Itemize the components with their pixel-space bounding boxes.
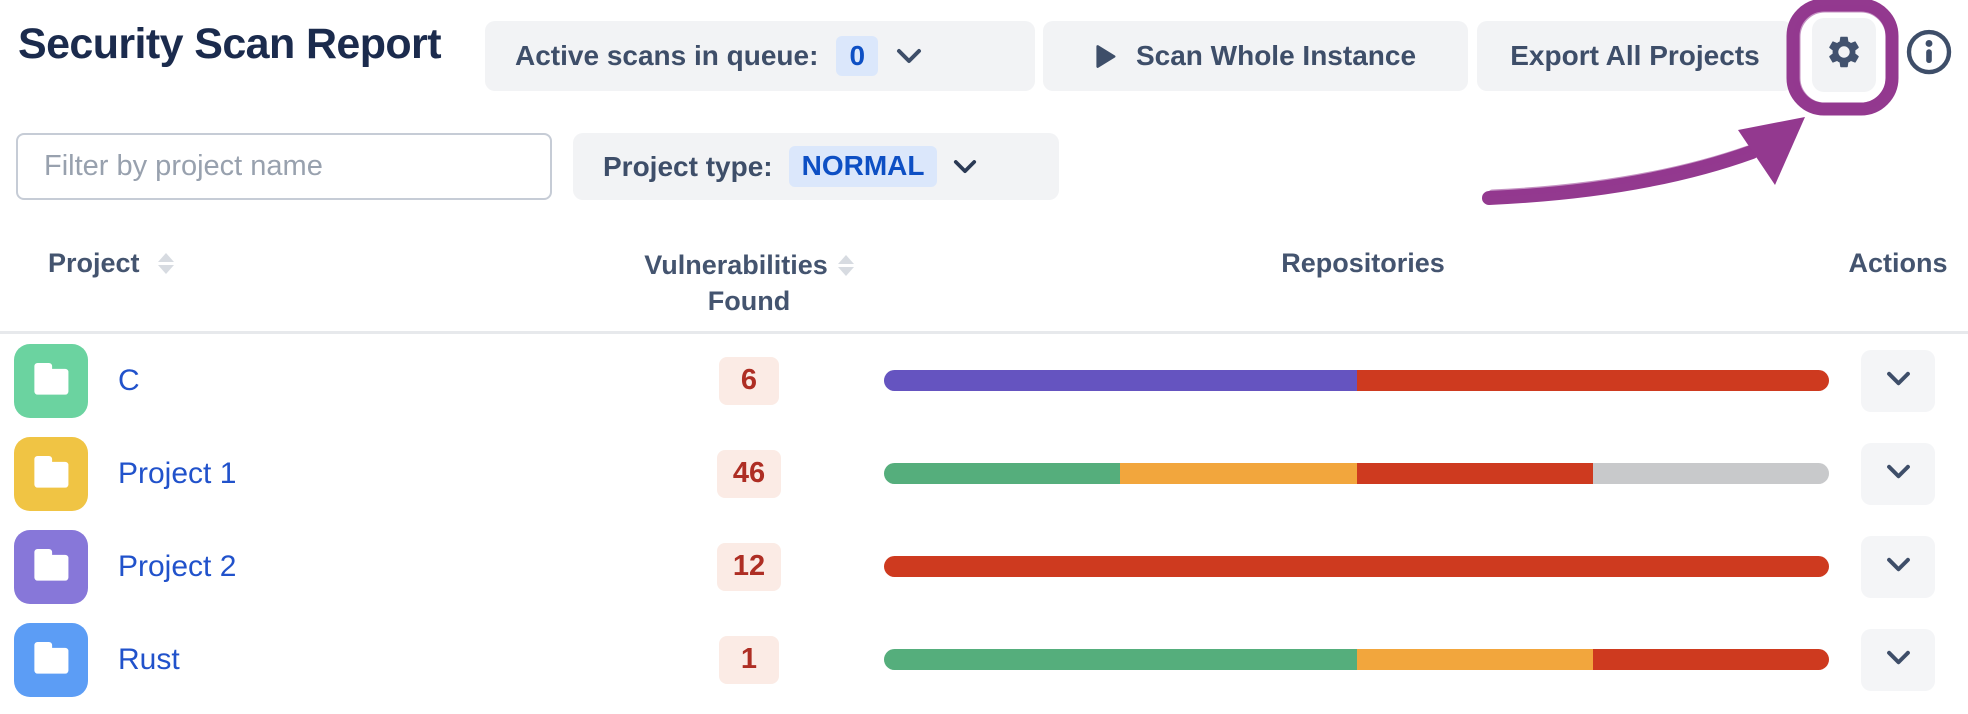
row-actions-dropdown-button[interactable] [1861, 628, 1935, 691]
queue-count-badge: 0 [836, 35, 879, 77]
repository-status-segment [1356, 370, 1829, 392]
project-avatar [14, 529, 88, 604]
vulnerability-count-badge: 12 [716, 542, 782, 591]
scan-whole-instance-label: Scan Whole Instance [1135, 40, 1417, 71]
vulnerability-count-badge: 6 [719, 356, 779, 405]
folder-icon [32, 454, 70, 493]
project-avatar [14, 343, 88, 418]
active-scans-queue-label: Active scans in queue: [515, 40, 819, 71]
column-header-project[interactable]: Project [14, 248, 614, 279]
repositories-bar [884, 649, 1829, 671]
table-row: Project 2 12 [0, 520, 1968, 613]
column-header-repositories: Repositories [1281, 248, 1445, 278]
export-all-projects-button[interactable]: Export All Projects [1477, 21, 1793, 91]
export-all-projects-label: Export All Projects [1510, 40, 1760, 71]
chevron-down-icon [1886, 557, 1911, 576]
scan-whole-instance-button[interactable]: Scan Whole Instance [1043, 21, 1468, 91]
project-link[interactable]: C [118, 363, 140, 397]
info-button[interactable] [1900, 26, 1958, 84]
settings-button[interactable] [1812, 18, 1876, 92]
repository-status-segment [1120, 463, 1357, 485]
page-title: Security Scan Report [18, 20, 442, 68]
project-type-label: Project type: [603, 150, 773, 182]
table-row: Project 1 46 [0, 427, 1968, 520]
chevron-down-icon [1886, 464, 1911, 483]
repository-status-segment [1592, 649, 1829, 671]
repository-status-segment [884, 556, 1829, 578]
play-icon [1095, 44, 1116, 69]
folder-icon [32, 640, 70, 679]
column-header-vulnerabilities[interactable]: Vulnerabilities Found [614, 248, 884, 319]
column-header-actions: Actions [1848, 248, 1948, 278]
vulnerability-count-badge: 46 [716, 449, 782, 498]
repositories-bar [884, 556, 1829, 578]
repository-status-segment [884, 649, 1357, 671]
project-type-dropdown[interactable]: Project type: NORMAL [573, 133, 1059, 200]
vulnerability-count-badge: 1 [719, 635, 779, 684]
gear-icon [1825, 33, 1863, 78]
project-avatar [14, 622, 88, 697]
active-scans-queue-button[interactable]: Active scans in queue: 0 [485, 21, 1035, 91]
row-actions-dropdown-button[interactable] [1861, 535, 1935, 598]
annotation-arrow [1482, 117, 1805, 205]
projects-table: Project Vulnerabilities Found Repositori… [0, 248, 1968, 706]
sort-icon[interactable] [157, 253, 174, 274]
chevron-down-icon [1886, 371, 1911, 390]
repository-status-segment [1592, 463, 1829, 485]
chevron-down-icon [1886, 650, 1911, 669]
table-row: C 6 [0, 334, 1968, 427]
row-actions-dropdown-button[interactable] [1861, 442, 1935, 505]
project-link[interactable]: Rust [118, 642, 180, 676]
folder-icon [32, 361, 70, 400]
project-avatar [14, 436, 88, 511]
chevron-down-icon [953, 159, 977, 175]
table-row: Rust 1 [0, 613, 1968, 706]
repository-status-segment [1356, 649, 1593, 671]
row-actions-dropdown-button[interactable] [1861, 349, 1935, 412]
repository-status-segment [884, 370, 1357, 392]
folder-icon [32, 547, 70, 586]
repository-status-segment [884, 463, 1121, 485]
info-icon [1904, 27, 1954, 84]
sort-icon[interactable] [837, 255, 854, 277]
repository-status-segment [1356, 463, 1593, 485]
project-link[interactable]: Project 1 [118, 456, 237, 490]
table-body: C 6 Project 1 46 [0, 334, 1968, 706]
chevron-down-icon [896, 48, 922, 65]
project-link[interactable]: Project 2 [118, 549, 237, 583]
project-filter-input[interactable] [16, 133, 552, 200]
table-header-divider [0, 331, 1968, 335]
repositories-bar [884, 370, 1829, 392]
repositories-bar [884, 463, 1829, 485]
table-header-row: Project Vulnerabilities Found Repositori… [0, 248, 1968, 319]
project-type-value-badge: NORMAL [788, 146, 938, 187]
